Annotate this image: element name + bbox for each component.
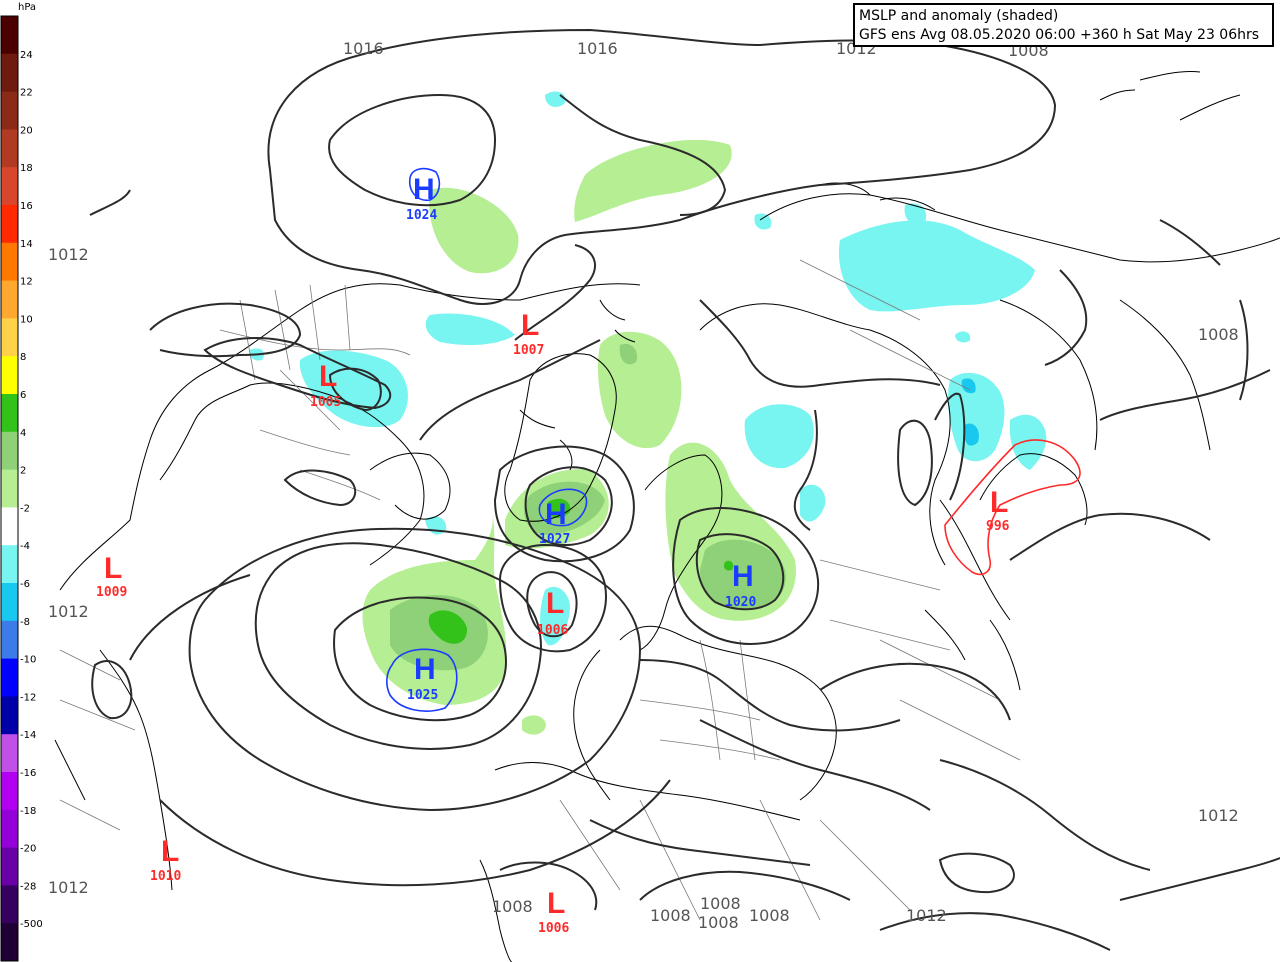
- low-center-value: 1005: [310, 395, 341, 410]
- isobar-label: 1008: [698, 913, 739, 932]
- highlighted-contours: [386, 167, 1081, 712]
- legend-swatch: [1, 885, 18, 924]
- legend-swatch: [1, 583, 18, 622]
- isobar-label: 1012: [48, 245, 89, 264]
- legend-swatch: [1, 167, 18, 206]
- legend-swatch: [1, 129, 18, 168]
- legend-label: -14: [20, 730, 36, 741]
- legend-swatch: [1, 658, 18, 697]
- legend-unit: hPa: [18, 2, 36, 13]
- legend-label: 16: [20, 201, 33, 212]
- isobar-label: 1008: [1198, 325, 1239, 344]
- coastlines: [54, 71, 1280, 962]
- low-center-marker: L: [547, 887, 565, 920]
- map-subtitle: GFS ens Avg 08.05.2020 06:00 +360 h Sat …: [859, 27, 1260, 43]
- map-title: MSLP and anomaly (shaded): [859, 8, 1059, 24]
- legend-swatch: [1, 809, 18, 849]
- legend-swatch: [1, 734, 18, 773]
- low-center-value: 1007: [513, 343, 544, 358]
- isobar-label: 1008: [749, 906, 790, 925]
- legend-label: -4: [20, 541, 30, 552]
- low-center-marker: L: [546, 587, 564, 620]
- political-borders: [59, 259, 1021, 921]
- low-center-value: 1006: [538, 921, 569, 936]
- legend-swatch: [1, 431, 18, 471]
- legend-label: -28: [20, 881, 36, 892]
- legend-label: -20: [20, 844, 36, 855]
- isobar-label: 1012: [48, 602, 89, 621]
- legend-label: 20: [20, 125, 33, 136]
- legend-label: 18: [20, 163, 33, 174]
- high-center-value: 1027: [539, 532, 570, 547]
- legend-label: 14: [20, 239, 33, 250]
- high-center-marker: H: [413, 173, 435, 206]
- low-center-marker: L: [104, 552, 122, 585]
- legend-swatch: [1, 53, 18, 93]
- legend-swatch: [1, 318, 18, 357]
- low-center-value: 996: [986, 519, 1010, 534]
- legend-label: 12: [20, 277, 33, 288]
- low-center-value: 1009: [96, 585, 127, 600]
- legend-label: -8: [20, 617, 30, 628]
- high-center-value: 1020: [725, 595, 756, 610]
- isobar-label: 1012: [48, 878, 89, 897]
- isobar-label: 1008: [492, 897, 533, 916]
- isobar-label: 1016: [343, 39, 384, 58]
- legend-swatch: [1, 205, 18, 244]
- low-center-marker: L: [319, 360, 337, 393]
- isobar-label: 1008: [700, 894, 741, 913]
- legend-label: 22: [20, 88, 33, 99]
- legend-swatch: [1, 545, 18, 584]
- high-center-marker: H: [732, 560, 754, 593]
- legend-label: -10: [20, 655, 36, 666]
- legend-label: -16: [20, 768, 36, 779]
- legend-label: 8: [20, 352, 26, 363]
- pressure-centers: H 1024 L 1007 L 1005 H 1027 L 1006 H 102…: [96, 173, 1010, 936]
- legend-label: 4: [20, 428, 26, 439]
- low-center-value: 1010: [150, 869, 181, 884]
- legend-swatch: [1, 242, 18, 282]
- legend-swatch: [1, 91, 18, 130]
- legend-label: 6: [20, 390, 26, 401]
- legend-label: -18: [20, 806, 36, 817]
- isobar-label: 1008: [650, 906, 691, 925]
- isobar-label: 1016: [577, 39, 618, 58]
- negative-anomaly-mid: [961, 378, 979, 446]
- legend-swatch: [1, 16, 18, 55]
- high-center-marker: H: [414, 653, 436, 686]
- legend-label: 24: [20, 50, 33, 61]
- legend-label: 2: [20, 466, 26, 477]
- legend-swatch: [1, 696, 18, 735]
- low-center-marker: L: [990, 486, 1008, 519]
- low-center-marker: L: [521, 309, 539, 342]
- low-center-marker: L: [161, 835, 179, 868]
- legend-swatch: [1, 469, 18, 508]
- isobar-label: 1012: [1198, 806, 1239, 825]
- isobars: [89, 28, 1280, 951]
- anomaly-color-legend: hPa 24 22 20 18 16 14 12 10 8 6 4 2 -2 -4 -6 -8 -10 -12 -1…: [0, 0, 46, 962]
- high-center-marker: H: [545, 498, 567, 531]
- map-title-box: MSLP and anomaly (shaded) GFS ens Avg 08…: [853, 3, 1274, 47]
- legend-swatch: [1, 394, 18, 433]
- positive-anomaly-strong: [428, 498, 734, 644]
- isobar-label: 1012: [906, 906, 947, 925]
- legend-label: -12: [20, 692, 36, 703]
- legend-label: 10: [20, 314, 33, 325]
- legend-swatch: [1, 356, 18, 395]
- legend-swatch: [1, 923, 18, 962]
- high-center-value: 1024: [406, 208, 437, 223]
- legend-swatch: [1, 507, 18, 546]
- legend-swatch: [1, 847, 18, 886]
- legend-swatch: [1, 620, 18, 660]
- legend-label: -2: [20, 503, 30, 514]
- high-center-value: 1025: [407, 688, 438, 703]
- legend-label: -6: [20, 579, 30, 590]
- legend-swatch: [1, 772, 18, 811]
- legend-swatch: [1, 280, 18, 319]
- legend-label: -500: [20, 919, 43, 930]
- low-center-value: 1006: [537, 623, 568, 638]
